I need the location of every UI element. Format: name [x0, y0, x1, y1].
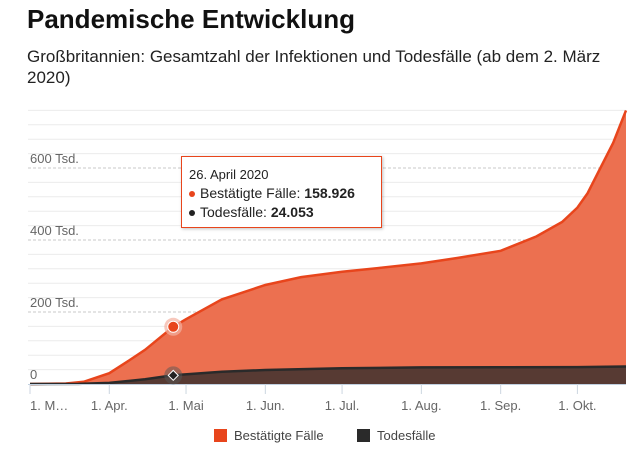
x-tick-label: 1. Jul. [325, 398, 360, 413]
series-line-deaths [29, 365, 627, 386]
x-tick-label: 1. Sep. [480, 398, 521, 413]
deaths-dot-icon [189, 210, 195, 217]
legend-label-deaths: Todesfälle [377, 428, 436, 443]
tooltip: 26. April 2020 Bestätigte Fälle: 158.926… [181, 156, 382, 228]
chart-subtitle: Großbritannien: Gesamtzahl der Infektion… [27, 47, 601, 87]
x-tick-label: 1. M… [30, 398, 68, 413]
x-tick-label: 1. Apr. [91, 398, 128, 413]
tooltip-deaths-label: Todesfälle: [200, 204, 271, 220]
tooltip-date: 26. April 2020 [189, 167, 269, 182]
highlight-marker-deaths [167, 369, 179, 382]
legend-item-deaths[interactable]: Todesfälle [357, 428, 436, 443]
x-tick-label: 1. Mai [168, 398, 204, 413]
y-tick-label: 600 Tsd. [30, 151, 79, 166]
highlight-marker-cases [167, 320, 180, 333]
x-tick-label: 1. Okt. [558, 398, 596, 413]
tooltip-cases: Bestätigte Fälle: 158.926 [189, 185, 355, 201]
tooltip-cases-value: 158.926 [304, 185, 355, 201]
series-line-cases [29, 109, 628, 386]
tooltip-deaths: Todesfälle: 24.053 [189, 204, 314, 220]
legend-swatch-deaths [357, 429, 370, 442]
cases-dot-icon [189, 191, 195, 198]
page-title: Pandemische Entwicklung [27, 4, 355, 34]
y-tick-label: 0 [30, 367, 37, 382]
y-tick-label: 200 Tsd. [30, 295, 79, 310]
series-area-cases [30, 110, 626, 385]
x-tick-label: 1. Aug. [401, 398, 441, 413]
legend-label-cases: Bestätigte Fälle [234, 428, 324, 443]
legend-item-cases[interactable]: Bestätigte Fälle [214, 428, 324, 443]
y-tick-label: 400 Tsd. [30, 223, 79, 238]
tooltip-deaths-value: 24.053 [270, 204, 314, 220]
tooltip-cases-label: Bestätigte Fälle: [200, 185, 305, 201]
legend-swatch-cases [214, 429, 227, 442]
x-tick-label: 1. Jun. [246, 398, 285, 413]
